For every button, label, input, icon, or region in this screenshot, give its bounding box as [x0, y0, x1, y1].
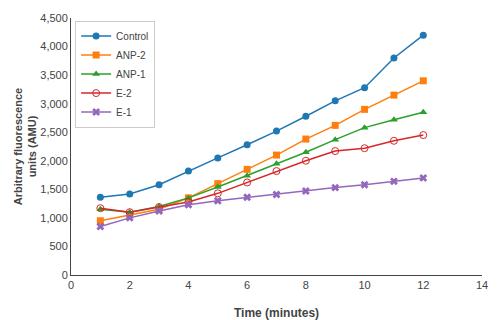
svg-text:0: 0 — [68, 279, 74, 291]
svg-text:14: 14 — [476, 279, 488, 291]
svg-text:10: 10 — [358, 279, 370, 291]
svg-text:0: 0 — [62, 269, 68, 281]
svg-text:ANP-1: ANP-1 — [116, 69, 146, 80]
svg-text:500: 500 — [49, 240, 67, 252]
svg-text:ANP-2: ANP-2 — [116, 50, 146, 61]
svg-text:2,000: 2,000 — [40, 155, 68, 167]
svg-text:1,500: 1,500 — [40, 183, 68, 195]
svg-text:3,500: 3,500 — [40, 69, 68, 81]
svg-text:E-2: E-2 — [116, 88, 132, 99]
svg-text:Control: Control — [116, 31, 148, 42]
svg-text:2,500: 2,500 — [40, 126, 68, 138]
svg-text:Arbitrary fluorescenceunits (A: Arbitrary fluorescenceunits (AMU) — [12, 88, 38, 205]
svg-text:12: 12 — [417, 279, 429, 291]
svg-text:3,000: 3,000 — [40, 98, 68, 110]
svg-text:1,000: 1,000 — [40, 212, 68, 224]
svg-text:Time (minutes): Time (minutes) — [234, 306, 319, 320]
svg-text:4,500: 4,500 — [40, 12, 68, 24]
svg-text:E-1: E-1 — [116, 107, 132, 118]
svg-text:6: 6 — [244, 279, 250, 291]
svg-text:8: 8 — [303, 279, 309, 291]
svg-text:4: 4 — [185, 279, 191, 291]
svg-text:2: 2 — [127, 279, 133, 291]
svg-text:4,000: 4,000 — [40, 40, 68, 52]
